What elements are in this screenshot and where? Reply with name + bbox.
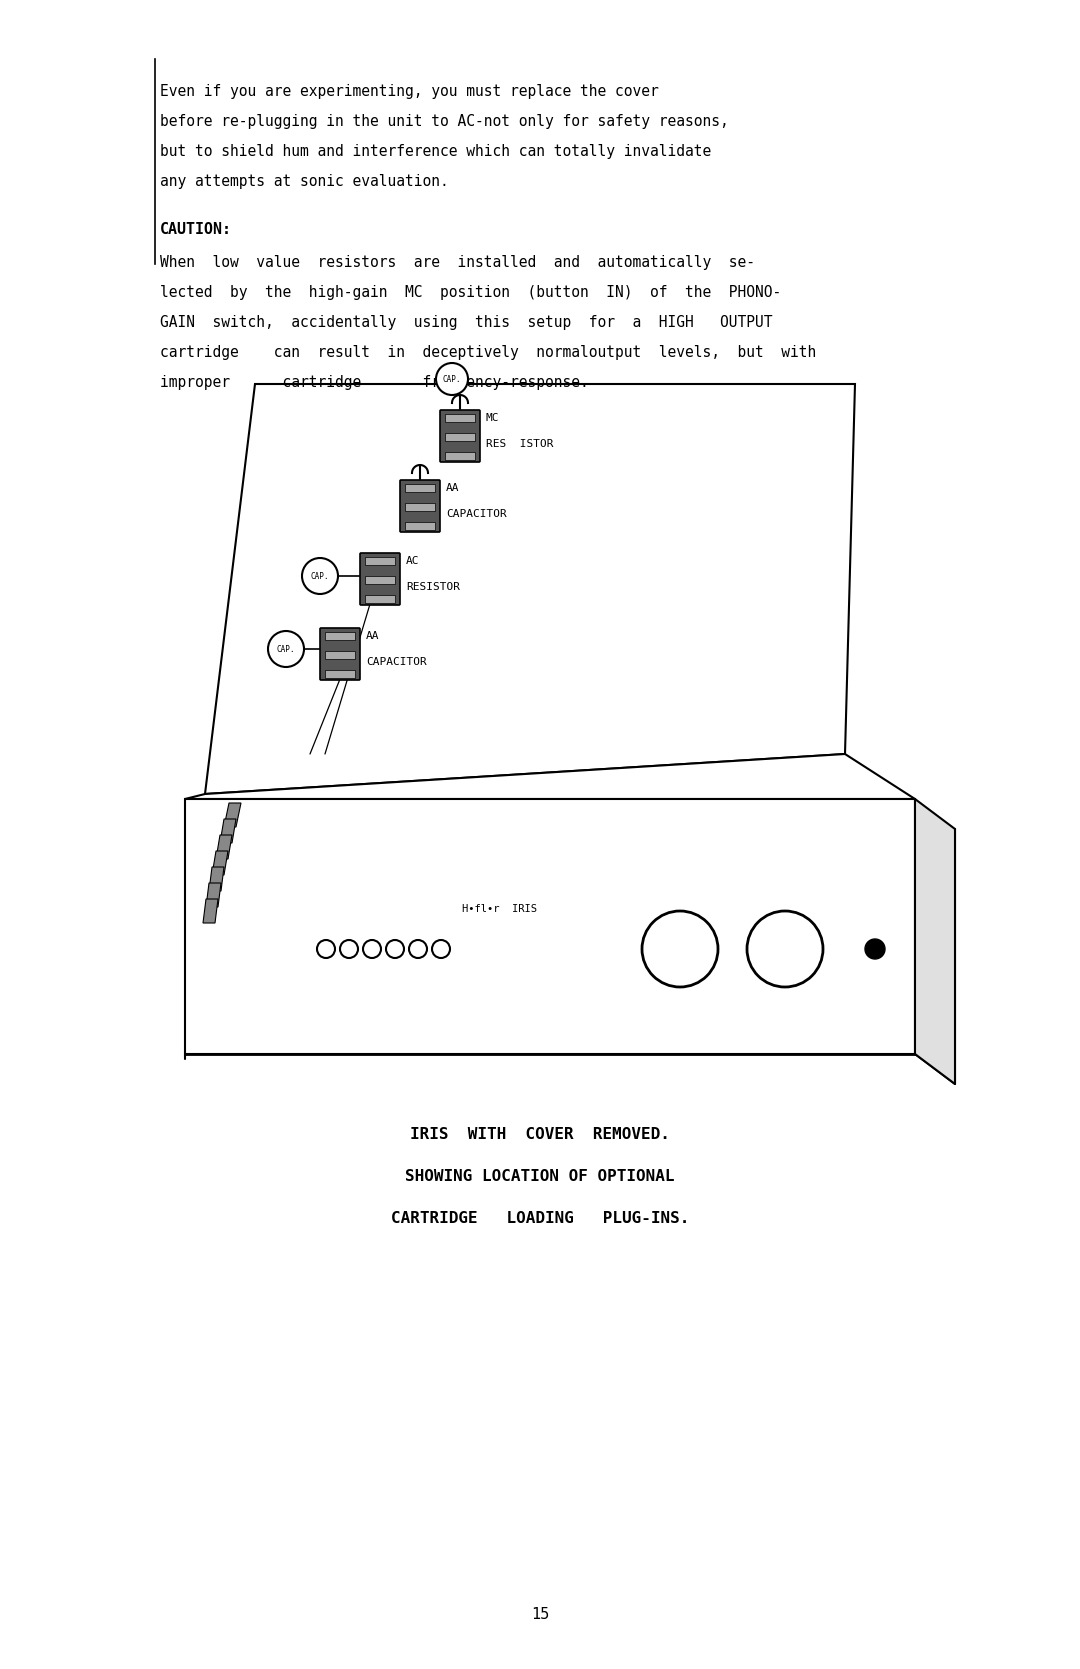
Text: H•fl•r  IRIS: H•fl•r IRIS xyxy=(462,905,538,915)
Text: CAUTION:: CAUTION: xyxy=(160,222,232,237)
Text: MC: MC xyxy=(486,412,499,422)
Bar xyxy=(405,502,435,511)
Text: AA: AA xyxy=(446,482,459,492)
Text: When  low  value  resistors  are  installed  and  automatically  se-: When low value resistors are installed a… xyxy=(160,255,755,270)
Text: before re-plugging in the unit to AC-not only for safety reasons,: before re-plugging in the unit to AC-not… xyxy=(160,113,729,129)
Polygon shape xyxy=(915,799,955,1083)
Circle shape xyxy=(865,940,885,960)
Bar xyxy=(445,414,475,422)
Polygon shape xyxy=(224,803,241,828)
Bar xyxy=(405,522,435,531)
Polygon shape xyxy=(206,883,221,906)
Polygon shape xyxy=(210,866,224,891)
Bar xyxy=(325,633,355,639)
Bar xyxy=(365,557,395,566)
Text: lected  by  the  high-gain  MC  position  (button  IN)  of  the  PHONO-: lected by the high-gain MC position (but… xyxy=(160,285,781,300)
Text: CAP.: CAP. xyxy=(443,374,461,384)
Text: 15: 15 xyxy=(531,1607,549,1622)
Text: but to shield hum and interference which can totally invalidate: but to shield hum and interference which… xyxy=(160,144,712,159)
Text: Even if you are experimenting, you must replace the cover: Even if you are experimenting, you must … xyxy=(160,83,659,98)
Bar xyxy=(365,576,395,584)
Text: any attempts at sonic evaluation.: any attempts at sonic evaluation. xyxy=(160,174,449,189)
Text: CARTRIDGE   LOADING   PLUG-INS.: CARTRIDGE LOADING PLUG-INS. xyxy=(391,1210,689,1225)
Polygon shape xyxy=(216,834,232,860)
Bar xyxy=(365,596,395,603)
Circle shape xyxy=(436,362,468,396)
Polygon shape xyxy=(220,819,237,843)
Text: CAPACITOR: CAPACITOR xyxy=(446,509,507,519)
Bar xyxy=(445,432,475,441)
Bar xyxy=(405,484,435,492)
Polygon shape xyxy=(205,384,855,794)
Text: cartridge    can  result  in  deceptively  normaloutput  levels,  but  with: cartridge can result in deceptively norm… xyxy=(160,345,816,361)
Text: CAPACITOR: CAPACITOR xyxy=(366,658,427,668)
Text: SHOWING LOCATION OF OPTIONAL: SHOWING LOCATION OF OPTIONAL xyxy=(405,1168,675,1183)
FancyBboxPatch shape xyxy=(360,552,400,604)
FancyBboxPatch shape xyxy=(440,411,480,462)
FancyBboxPatch shape xyxy=(320,628,360,679)
FancyBboxPatch shape xyxy=(400,481,440,532)
Circle shape xyxy=(302,557,338,594)
Polygon shape xyxy=(203,900,218,923)
Bar xyxy=(325,651,355,659)
Polygon shape xyxy=(212,851,228,875)
Polygon shape xyxy=(185,799,915,1055)
Circle shape xyxy=(268,631,303,668)
Text: improper      cartridge       frequency-response.: improper cartridge frequency-response. xyxy=(160,376,589,391)
Text: CAP.: CAP. xyxy=(311,571,329,581)
Text: CAP.: CAP. xyxy=(276,644,295,654)
Text: GAIN  switch,  accidentally  using  this  setup  for  a  HIGH   OUTPUT: GAIN switch, accidentally using this set… xyxy=(160,315,772,330)
Bar xyxy=(325,669,355,678)
Text: AA: AA xyxy=(366,631,379,641)
Text: RESISTOR: RESISTOR xyxy=(406,582,460,592)
Text: AC: AC xyxy=(406,556,419,566)
Text: IRIS  WITH  COVER  REMOVED.: IRIS WITH COVER REMOVED. xyxy=(410,1127,670,1142)
Polygon shape xyxy=(185,754,915,799)
Bar xyxy=(445,452,475,461)
Text: RES  ISTOR: RES ISTOR xyxy=(486,439,554,449)
